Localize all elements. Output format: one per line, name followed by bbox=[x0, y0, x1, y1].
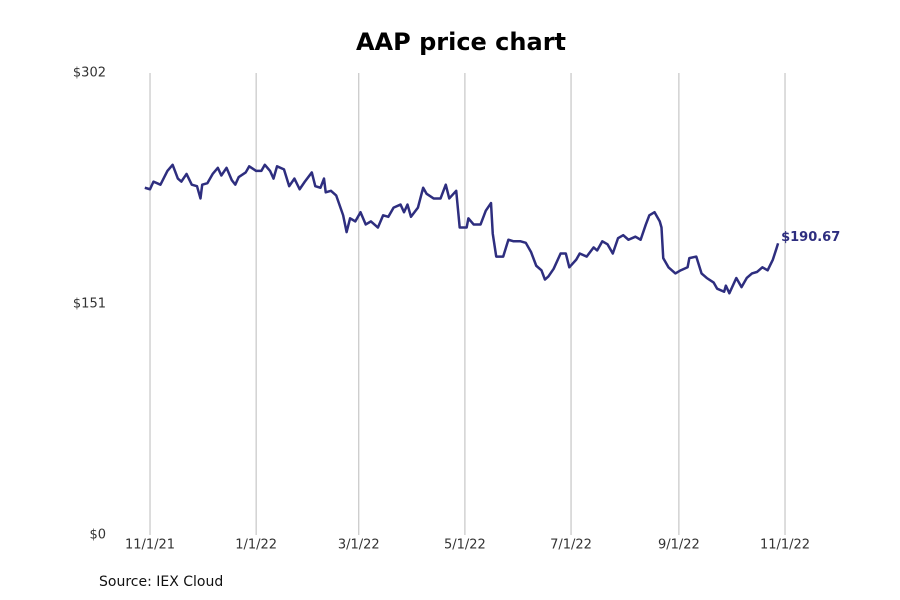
x-tick-label: 3/1/22 bbox=[338, 538, 380, 553]
y-tick-label: $0 bbox=[89, 528, 106, 543]
x-tick-label: 1/1/22 bbox=[235, 538, 277, 553]
price-line bbox=[144, 163, 780, 295]
chart-title: AAP price chart bbox=[356, 28, 566, 56]
x-tick-label: 7/1/22 bbox=[550, 538, 592, 553]
x-tick-label: 11/1/21 bbox=[125, 538, 175, 553]
source: Source: IEX Cloud bbox=[99, 574, 223, 590]
x-tick-label: 9/1/22 bbox=[658, 538, 700, 553]
value-label: $190.67 bbox=[781, 230, 840, 245]
y-tick-label: $302 bbox=[73, 66, 106, 81]
y-tick-label: $151 bbox=[73, 297, 106, 312]
x-tick-label: 5/1/22 bbox=[444, 538, 486, 553]
x-tick-label: 11/1/22 bbox=[760, 538, 810, 553]
